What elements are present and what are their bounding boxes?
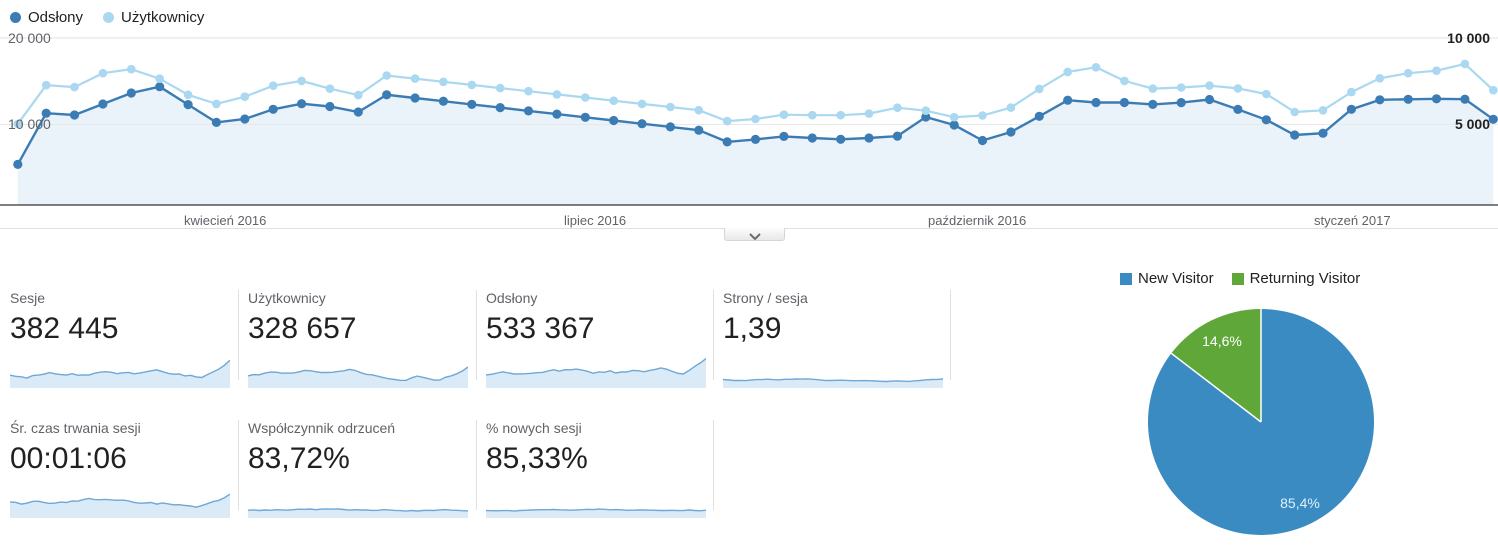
svg-text:85,4%: 85,4%: [1280, 495, 1320, 511]
svg-text:14,6%: 14,6%: [1202, 333, 1242, 349]
